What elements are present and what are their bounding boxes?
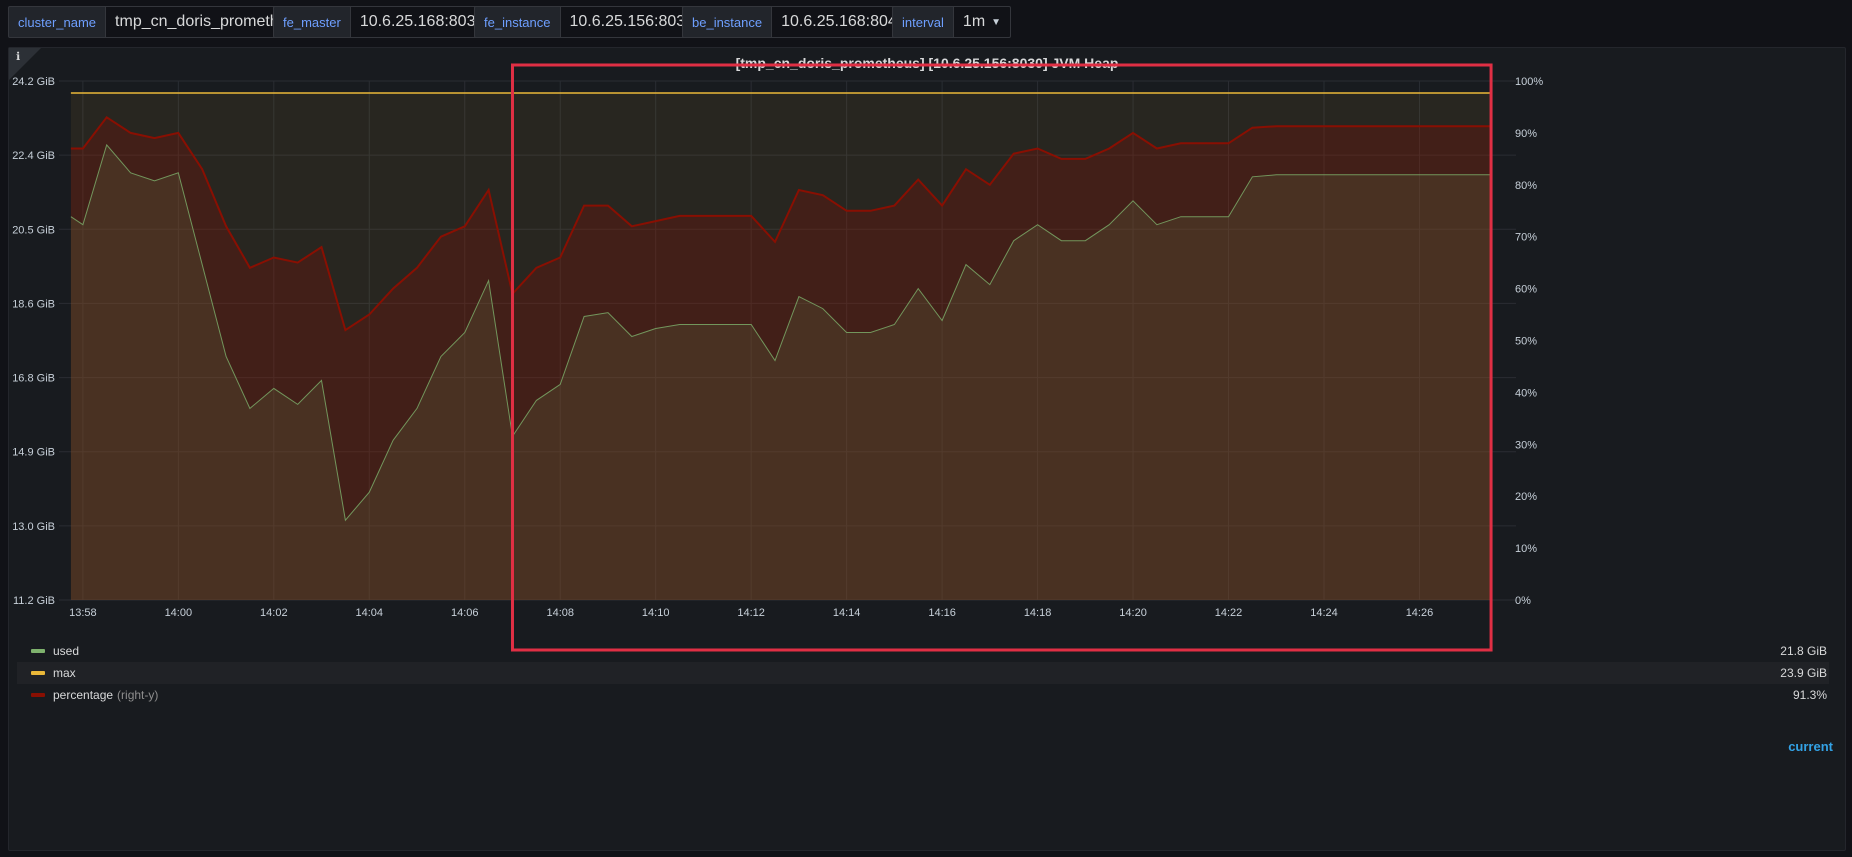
panel-info-corner[interactable] bbox=[9, 48, 41, 80]
y-left-tick-label: 18.6 GiB bbox=[12, 298, 55, 310]
x-tick-label: 14:00 bbox=[165, 607, 193, 619]
variable-label: fe_instance bbox=[474, 6, 561, 38]
variable-label: fe_master bbox=[273, 6, 351, 38]
y-left-tick-label: 20.5 GiB bbox=[12, 224, 55, 236]
y-right-tick-label: 40% bbox=[1515, 387, 1537, 399]
used-series-line bbox=[70, 143, 1492, 522]
y-left-tick-label: 16.8 GiB bbox=[12, 373, 55, 385]
legend-current-value: 91.3% bbox=[1792, 688, 1827, 702]
variable-value: tmp_cn_doris_prometheus bbox=[115, 13, 305, 30]
legend-series-suffix: (right-y) bbox=[117, 688, 159, 702]
legend-swatch-used bbox=[31, 649, 45, 653]
x-tick-label: 14:08 bbox=[546, 607, 574, 619]
variable-bar: cluster_name tmp_cn_doris_prometheus ▼ f… bbox=[0, 0, 1852, 44]
chevron-down-icon: ▼ bbox=[991, 16, 1002, 28]
x-tick-label: 14:24 bbox=[1310, 607, 1338, 619]
x-tick-label: 14:26 bbox=[1406, 607, 1434, 619]
y-left-tick-label: 13.0 GiB bbox=[12, 521, 55, 533]
legend-swatch-percentage bbox=[31, 693, 45, 697]
legend-row-max[interactable]: max 23.9 GiB bbox=[17, 662, 1829, 684]
legend-row-used[interactable]: used 21.8 GiB bbox=[17, 640, 1829, 662]
variable-label: cluster_name bbox=[8, 6, 107, 38]
variable-value: 10.6.25.156:8030 bbox=[569, 13, 695, 30]
x-tick-label: 14:14 bbox=[833, 607, 861, 619]
variable-interval: interval 1m ▼ bbox=[892, 6, 1012, 38]
y-right-tick-label: 90% bbox=[1515, 128, 1537, 140]
y-right-tick-label: 20% bbox=[1515, 491, 1537, 503]
x-tick-label: 13:58 bbox=[69, 607, 97, 619]
x-tick-label: 14:18 bbox=[1024, 607, 1052, 619]
interval-select[interactable]: 1m ▼ bbox=[953, 6, 1012, 38]
y-right-tick-label: 70% bbox=[1515, 232, 1537, 244]
legend-series-name[interactable]: max bbox=[53, 666, 76, 680]
y-left-tick-label: 11.2 GiB bbox=[13, 595, 55, 607]
x-tick-label: 14:16 bbox=[928, 607, 956, 619]
y-right-tick-label: 10% bbox=[1515, 543, 1537, 555]
percentage-series-line bbox=[70, 115, 1492, 332]
percentage-area bbox=[70, 117, 1492, 601]
y-right-tick-label: 50% bbox=[1515, 336, 1537, 348]
x-tick-label: 14:20 bbox=[1119, 607, 1147, 619]
x-tick-label: 14:02 bbox=[260, 607, 288, 619]
used-area bbox=[70, 144, 1492, 600]
legend-row-percentage[interactable]: percentage (right-y) 91.3% bbox=[17, 684, 1829, 706]
info-icon[interactable]: ℹ bbox=[16, 51, 21, 63]
variable-label: interval bbox=[892, 6, 954, 38]
variable-value: 10.6.25.168:8040 bbox=[781, 13, 906, 30]
legend-swatch-max bbox=[31, 671, 45, 675]
max-area bbox=[70, 93, 1492, 600]
y-right-tick-label: 100% bbox=[1515, 76, 1543, 88]
highlight-box bbox=[510, 63, 1493, 652]
legend-current-value: 23.9 GiB bbox=[1780, 666, 1827, 680]
variable-label: be_instance bbox=[682, 6, 773, 38]
legend-current-header[interactable]: current bbox=[1788, 739, 1833, 754]
y-left-tick-label: 24.2 GiB bbox=[12, 76, 55, 88]
x-tick-label: 14:04 bbox=[356, 607, 384, 619]
legend-series-name[interactable]: percentage bbox=[53, 688, 114, 702]
panel-title[interactable]: [tmp_cn_doris_prometheus] [10.6.25.156:8… bbox=[735, 55, 1119, 71]
y-right-tick-label: 80% bbox=[1515, 180, 1537, 192]
legend-current-value: 21.8 GiB bbox=[1780, 644, 1827, 658]
variable-value: 1m bbox=[962, 13, 986, 30]
jvm-heap-panel: ℹ [tmp_cn_doris_prometheus] [10.6.25.156… bbox=[8, 47, 1846, 851]
x-tick-label: 14:22 bbox=[1215, 607, 1243, 619]
jvm-heap-chart[interactable]: 11.2 GiB 13.0 GiB 14.9 GiB 16.8 GiB 18.6 GiB… bbox=[9, 48, 1845, 738]
x-tick-label: 14:12 bbox=[737, 607, 765, 619]
y-right-tick-label: 60% bbox=[1515, 284, 1537, 296]
y-left-tick-label: 22.4 GiB bbox=[12, 150, 55, 162]
variable-value: 10.6.25.168:8030 bbox=[359, 13, 485, 30]
x-tick-label: 14:06 bbox=[451, 607, 479, 619]
y-right-tick-label: 0% bbox=[1515, 595, 1531, 607]
legend-series-name[interactable]: used bbox=[53, 644, 80, 658]
y-left-tick-label: 14.9 GiB bbox=[12, 447, 55, 459]
y-right-tick-label: 30% bbox=[1515, 439, 1537, 451]
x-tick-label: 14:10 bbox=[642, 607, 670, 619]
